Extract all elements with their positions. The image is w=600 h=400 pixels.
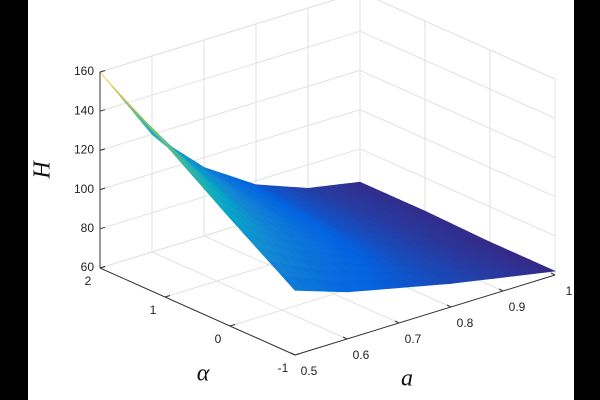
- x-tick: [498, 288, 504, 292]
- z-tick-label: 80: [81, 221, 95, 235]
- box-edge: [376, 0, 556, 80]
- x-tick: [394, 320, 400, 324]
- box-edge: [99, 0, 336, 73]
- grid-line: [99, 30, 361, 112]
- x-tick: [550, 272, 556, 276]
- x-axis: [294, 274, 556, 356]
- z-tick-label: 140: [74, 103, 94, 117]
- x-tick-label: 0.9: [509, 300, 526, 314]
- x-tick-label: 0.8: [457, 316, 474, 330]
- z-tick: [99, 187, 106, 191]
- z-tick: [99, 70, 106, 73]
- x-tick: [290, 352, 296, 356]
- grid-line: [359, 30, 556, 119]
- x-tick: [446, 304, 452, 308]
- x-axis-label: a: [401, 366, 413, 392]
- y-tick: [229, 324, 236, 327]
- y-tick: [99, 266, 106, 269]
- surface-patch: [281, 275, 307, 291]
- z-tick: [99, 226, 106, 230]
- z-tick-label: 120: [74, 143, 94, 157]
- z-tick-label: 60: [81, 260, 95, 274]
- z-axis-label: H: [30, 160, 56, 180]
- y-tick-label: 0: [215, 332, 222, 346]
- grid-line: [359, 69, 556, 158]
- z-tick: [99, 109, 106, 112]
- axes: 60 80 100 120 140 160 -1 0 1 2 0.5 0.6 0.7 0.8 0.9 1: [74, 64, 573, 378]
- z-tick-label: 100: [74, 182, 94, 196]
- x-tick: [342, 336, 348, 340]
- z-tick-label: 160: [74, 64, 94, 78]
- y-tick-label: -1: [278, 361, 289, 375]
- grid-line: [151, 251, 348, 340]
- x-tick-label: 0.7: [405, 332, 422, 346]
- surface: [99, 71, 557, 293]
- y-tick: [164, 295, 171, 298]
- y-tick: [294, 353, 301, 356]
- grid-line: [359, 148, 556, 237]
- y-tick-label: 1: [150, 303, 157, 317]
- y-tick-label: 2: [85, 274, 92, 288]
- x-tick-label: 0.6: [353, 348, 370, 362]
- grid-line: [99, 69, 361, 151]
- x-tick-label: 1: [566, 284, 573, 298]
- x-tick-label: 0.5: [301, 364, 318, 378]
- z-tick: [99, 148, 106, 151]
- y-axis: [99, 267, 296, 356]
- grid-line: [359, 109, 556, 198]
- y-axis-label: α: [197, 361, 210, 387]
- grid-line: [99, 109, 361, 191]
